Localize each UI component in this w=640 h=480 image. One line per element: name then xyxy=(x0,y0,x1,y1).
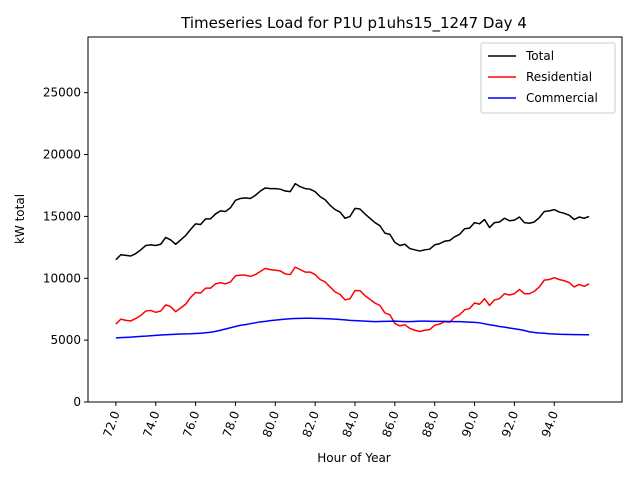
legend-label-residential: Residential xyxy=(526,70,592,84)
x-tick-label: 78.0 xyxy=(220,409,242,439)
x-tick-label: 76.0 xyxy=(180,409,202,439)
y-tick-label: 5000 xyxy=(50,333,81,347)
legend: Total Residential Commercial xyxy=(480,42,616,114)
legend-label-total: Total xyxy=(525,49,554,63)
x-axis-label: Hour of Year xyxy=(317,451,391,465)
x-tick-label: 94.0 xyxy=(539,409,561,439)
legend-label-commercial: Commercial xyxy=(526,91,598,105)
series-lines xyxy=(115,182,590,339)
x-tick-label: 74.0 xyxy=(140,409,162,439)
x-tick-label: 90.0 xyxy=(459,409,481,439)
x-tick-label: 82.0 xyxy=(300,409,322,439)
x-tick-label: 80.0 xyxy=(260,409,282,439)
x-tick-label: 86.0 xyxy=(379,409,401,439)
y-tick-label: 25000 xyxy=(43,86,81,100)
series-line-residential xyxy=(115,266,590,333)
legend-box xyxy=(480,42,616,114)
y-tick-label: 0 xyxy=(73,395,81,409)
x-tick-label: 88.0 xyxy=(419,409,441,439)
series-line-commercial xyxy=(115,317,590,339)
y-axis-label: kW total xyxy=(13,194,27,244)
y-tick-label: 15000 xyxy=(43,209,81,223)
y-tick-label: 20000 xyxy=(43,148,81,162)
x-tick-label: 84.0 xyxy=(340,409,362,439)
y-axis: 0 5000 10000 15000 20000 25000 xyxy=(43,86,88,409)
x-tick-label: 92.0 xyxy=(499,409,521,439)
chart-title: Timeseries Load for P1U p1uhs15_1247 Day… xyxy=(180,14,527,33)
x-tick-label: 72.0 xyxy=(100,409,122,439)
x-axis: 72.0 74.0 76.0 78.0 80.0 82.0 84.0 86.0 88.0 90.0… xyxy=(100,402,561,439)
series-line-total xyxy=(115,182,590,261)
y-tick-label: 10000 xyxy=(43,271,81,285)
